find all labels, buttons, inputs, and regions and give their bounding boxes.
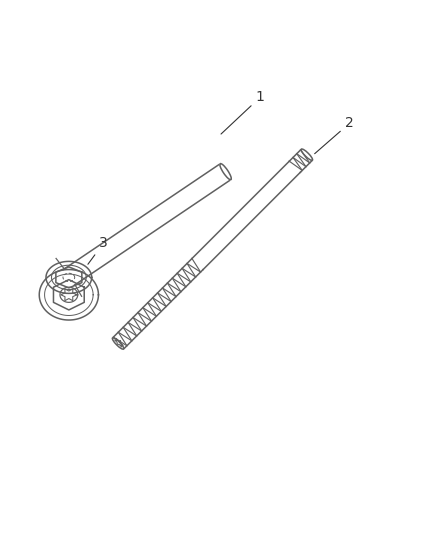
Text: 1: 1 — [221, 90, 265, 134]
Text: 3: 3 — [88, 236, 108, 264]
Text: 2: 2 — [314, 116, 354, 154]
